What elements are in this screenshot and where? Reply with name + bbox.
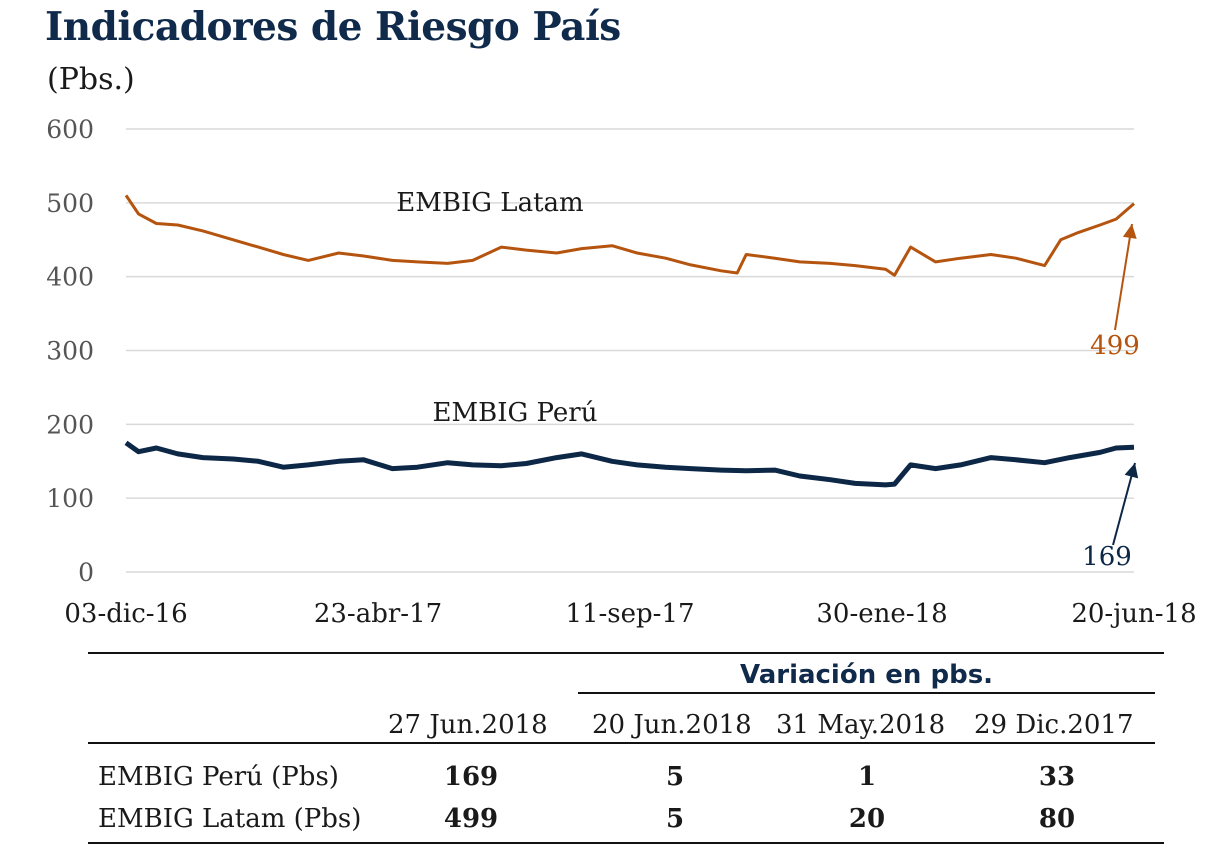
end-arrow-peru-head bbox=[1124, 463, 1139, 479]
y-tick-label: 200 bbox=[46, 410, 94, 439]
column-header: 29 Dic.2017 bbox=[974, 710, 1134, 740]
y-tick-label: 400 bbox=[46, 263, 94, 292]
y-tick-label: 500 bbox=[46, 189, 94, 218]
row-value: 80 bbox=[1038, 804, 1076, 834]
row-value: 169 bbox=[443, 762, 499, 792]
row-value: 33 bbox=[1038, 762, 1076, 792]
column-header: 20 Jun.2018 bbox=[592, 710, 752, 740]
end-arrow-peru bbox=[1112, 462, 1136, 546]
series-line-latam bbox=[124, 194, 1135, 277]
table-top-rule bbox=[88, 652, 1164, 654]
column-header: 31 May.2018 bbox=[776, 710, 946, 740]
row-label: EMBIG Perú (Pbs) bbox=[98, 762, 339, 792]
page-title: Indicadores de Riesgo País bbox=[45, 4, 621, 50]
page-subtitle: (Pbs.) bbox=[47, 62, 135, 97]
y-tick-label: 300 bbox=[46, 337, 94, 366]
x-tick-label: 20-jun-18 bbox=[1071, 599, 1196, 629]
row-value: 20 bbox=[848, 804, 886, 834]
risk-chart: 0 100 200 300 400 500 600 03-dic-16 23-abr-17 11-… bbox=[46, 115, 1196, 629]
series-annotation: EMBIG Perú bbox=[433, 398, 598, 428]
y-tick-label: 100 bbox=[46, 484, 94, 513]
table-bottom-rule bbox=[88, 842, 1164, 844]
y-tick-label: 0 bbox=[78, 558, 94, 587]
end-value-label: 499 bbox=[1090, 331, 1140, 361]
row-value: 5 bbox=[665, 762, 685, 792]
table-group-header: Variación en pbs. bbox=[740, 660, 994, 690]
x-tick-label: 23-abr-17 bbox=[314, 599, 442, 629]
end-arrow-latam bbox=[1114, 223, 1133, 331]
y-tick-label: 600 bbox=[46, 115, 94, 144]
x-tick-label: 03-dic-16 bbox=[64, 599, 187, 629]
row-value: 5 bbox=[665, 804, 685, 834]
x-tick-label: 11-sep-17 bbox=[565, 599, 694, 629]
series-annotation: EMBIG Latam bbox=[396, 188, 583, 218]
column-header-rule bbox=[88, 742, 1155, 744]
row-value: 499 bbox=[443, 804, 499, 834]
series-line-peru bbox=[124, 440, 1135, 488]
end-value-label: 169 bbox=[1082, 542, 1132, 572]
end-arrow-latam-head bbox=[1122, 224, 1137, 239]
column-header: 27 Jun.2018 bbox=[388, 710, 548, 740]
row-label: EMBIG Latam (Pbs) bbox=[98, 804, 362, 834]
group-header-rule bbox=[578, 692, 1155, 694]
x-tick-label: 30-ene-18 bbox=[816, 599, 947, 629]
row-value: 1 bbox=[857, 762, 877, 792]
